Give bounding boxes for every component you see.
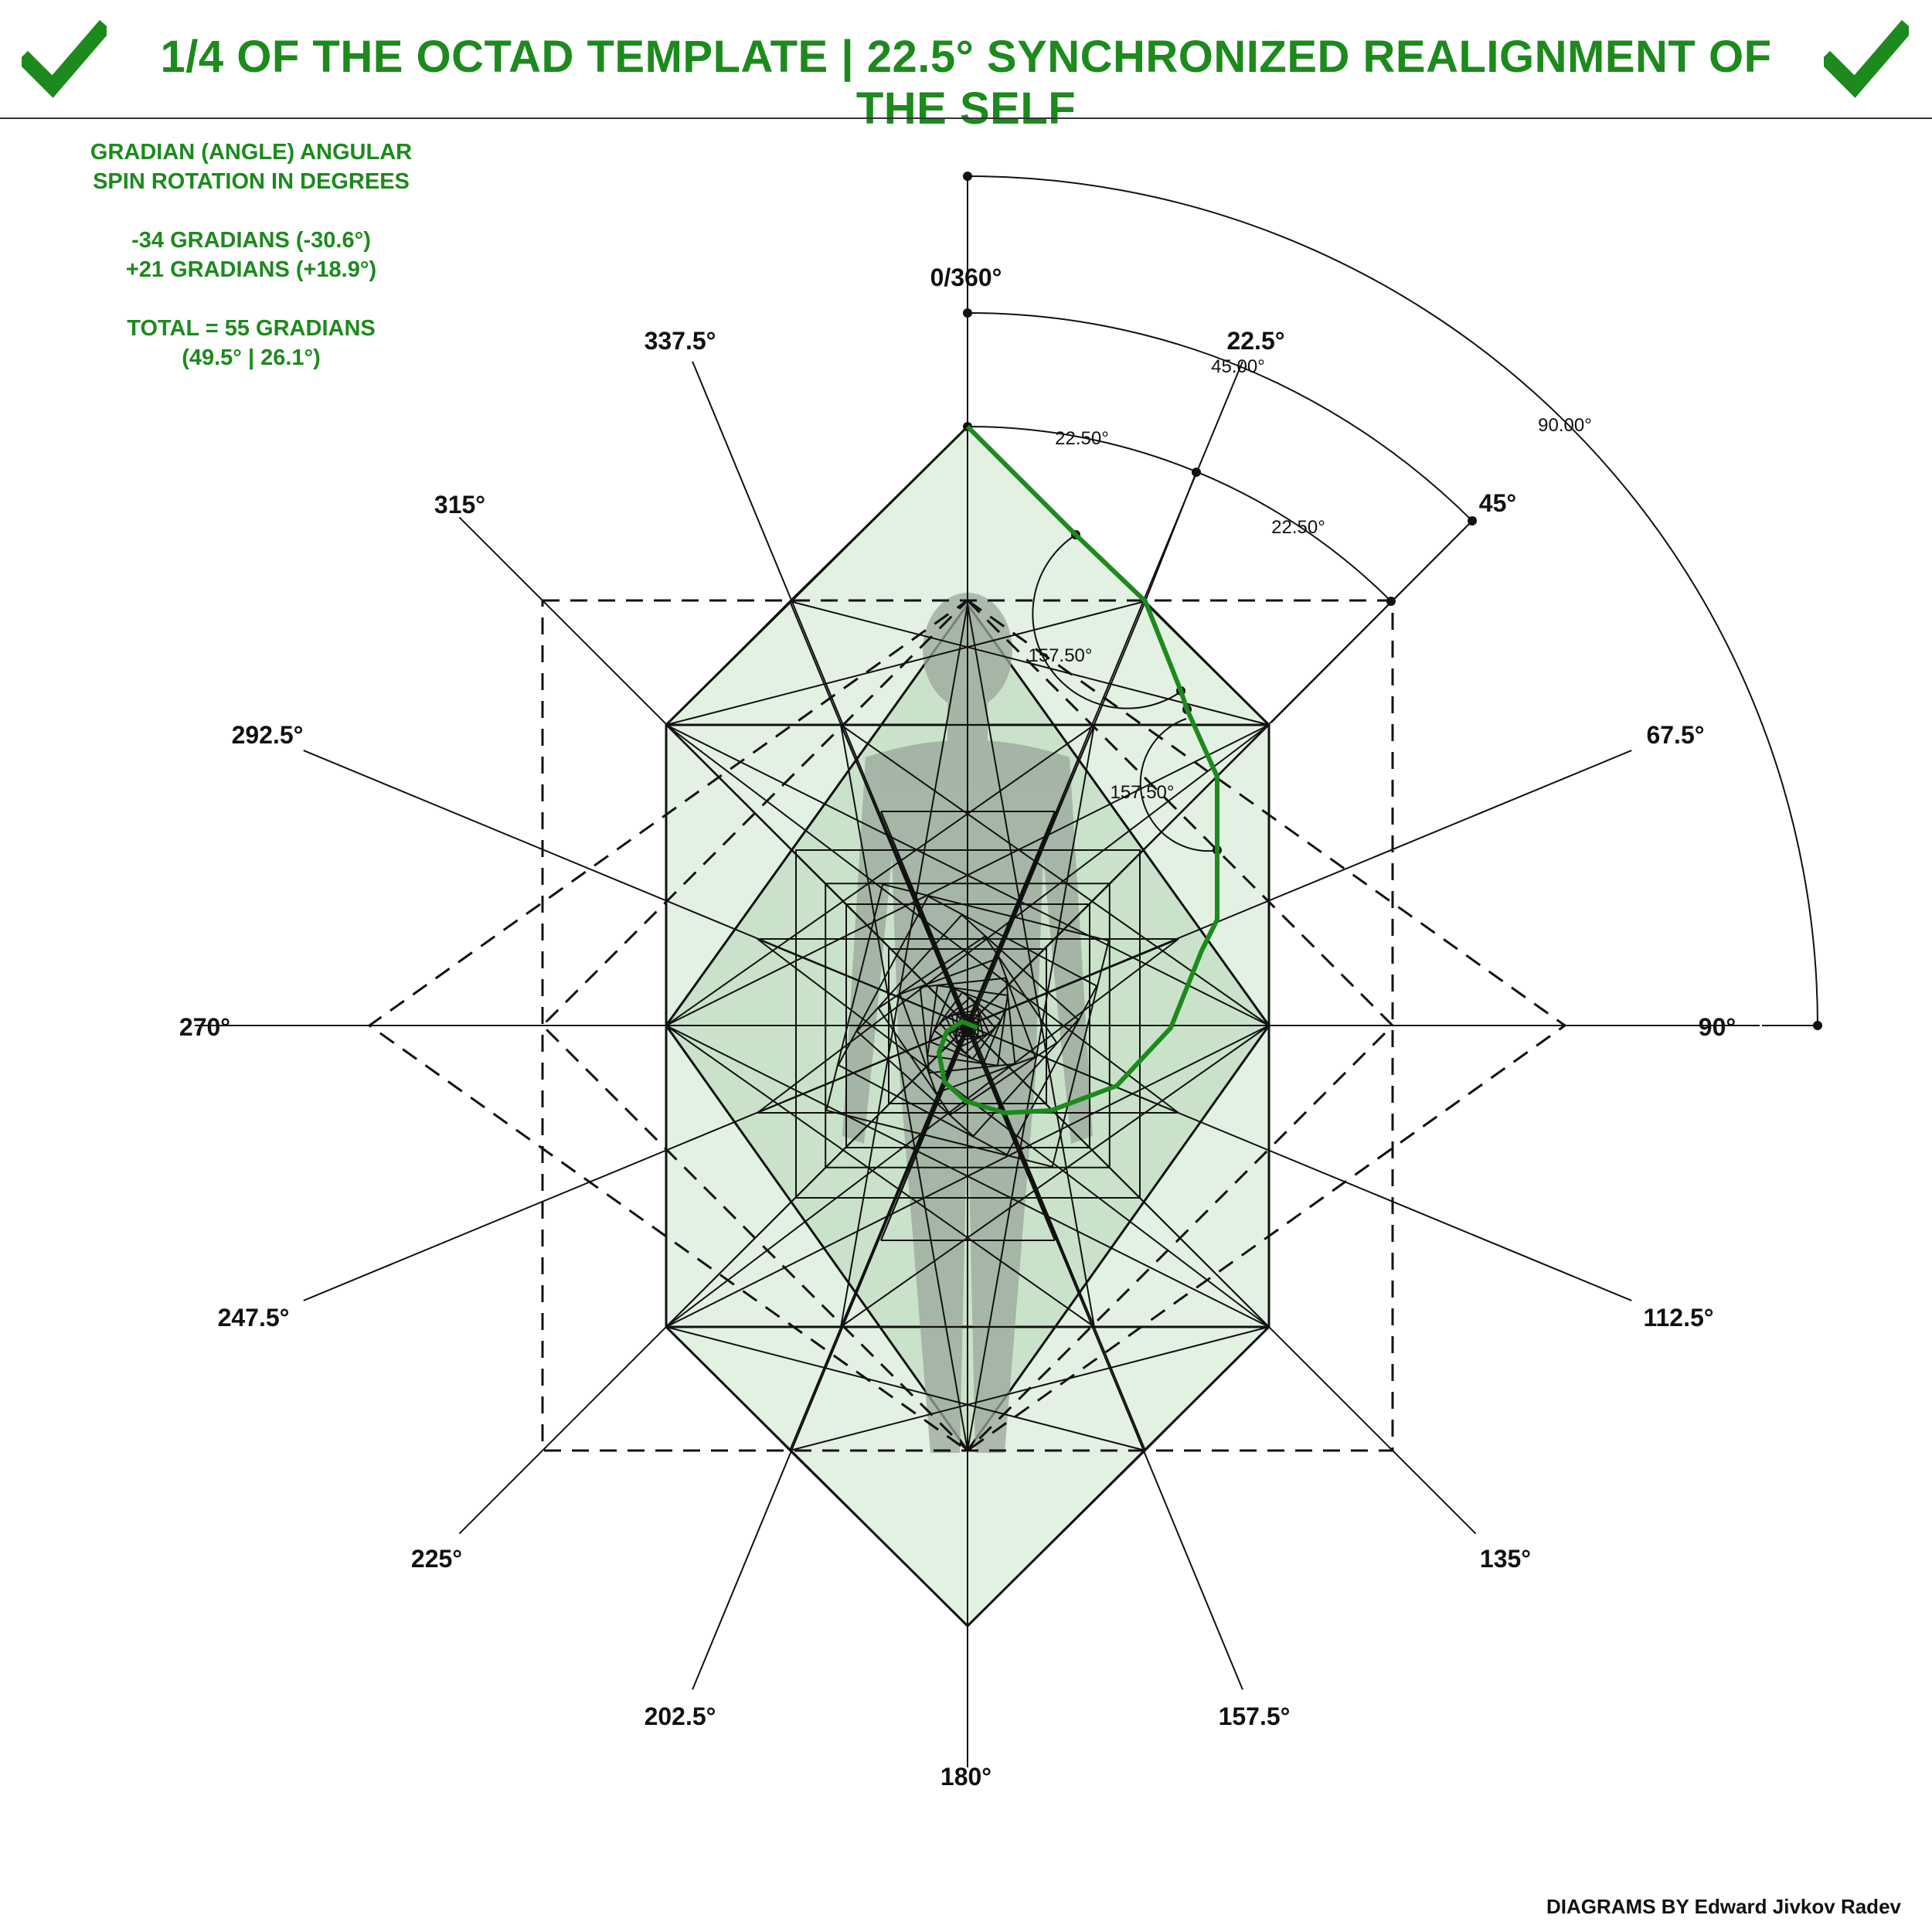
lattice-line	[967, 724, 1095, 1451]
check-icon	[1824, 19, 1909, 98]
label-157-5: 157.5°	[1219, 1702, 1291, 1730]
vortex-square	[855, 913, 1080, 1138]
vortex-square	[899, 957, 1036, 1094]
lattice-line	[1145, 1326, 1270, 1451]
info-line: TOTAL = 55 GRADIANS	[127, 316, 376, 341]
vortex-square	[938, 996, 997, 1055]
lattice-line	[840, 724, 968, 1451]
label-202-5: 202.5°	[645, 1702, 716, 1730]
lattice-line	[880, 811, 1146, 1451]
label-270: 270°	[179, 1013, 230, 1041]
label-135: 135°	[1480, 1545, 1531, 1573]
arc-label-22-5: 22.50°	[1055, 428, 1109, 449]
vortex-square	[944, 1002, 991, 1049]
label-180: 180°	[940, 1763, 992, 1791]
info-line: +21 GRADIANS (+18.9°)	[125, 257, 377, 282]
label-22-5: 22.5°	[1226, 327, 1284, 355]
info-line: (49.5° | 26.1°)	[182, 345, 321, 370]
angle-label-157-5: 157.50°	[1110, 782, 1174, 803]
arc-label-90: 90.00°	[1538, 415, 1592, 436]
vortex-square	[927, 985, 1009, 1066]
arc-label-22-5: 22.50°	[1271, 517, 1325, 538]
lattice-line	[789, 811, 1056, 1451]
lattice-line	[789, 1450, 968, 1627]
lattice-line	[665, 600, 1146, 726]
direction-labels: 0/360° 22.5° 45° 67.5° 90° 112.5° 135° 1…	[179, 264, 1736, 1791]
page-title: 1/4 OF THE OCTAD TEMPLATE | 22.5° SYNCHR…	[160, 32, 1772, 134]
lattice-line	[665, 1326, 791, 1451]
measurement-arcs	[967, 175, 1818, 1026]
header-divider	[0, 117, 1932, 119]
lattice-line	[789, 600, 1270, 726]
lattice-line	[665, 600, 791, 726]
label-315: 315°	[434, 491, 485, 519]
lattice-line	[665, 1025, 1095, 1328]
label-225: 225°	[411, 1545, 462, 1573]
lattice-line	[665, 724, 1095, 1026]
angle-label-157-5: 157.50°	[1028, 645, 1092, 666]
check-icon	[22, 19, 107, 98]
label-90: 90°	[1699, 1013, 1736, 1041]
lattice-line	[789, 1326, 1270, 1451]
measure-labels: 90.00° 45.00° 22.50° 22.50° 157.50° 157.…	[1028, 356, 1591, 803]
vortex-square	[825, 883, 1111, 1168]
lattice-line	[665, 1326, 1146, 1451]
label-337-5: 337.5°	[645, 327, 716, 355]
label-112-5: 112.5°	[1643, 1304, 1713, 1332]
label-45: 45°	[1479, 489, 1516, 517]
lattice-line	[840, 1025, 1270, 1328]
golden-spiral	[936, 424, 1219, 1116]
label-292-5: 292.5°	[232, 721, 304, 749]
lattice-line	[789, 600, 1056, 1241]
vortex-square	[837, 895, 1098, 1156]
vortex-square	[919, 977, 1016, 1074]
lattice-line	[880, 600, 1146, 1241]
label-247-5: 247.5°	[218, 1304, 290, 1332]
lattice-line	[1145, 600, 1270, 726]
lattice-line	[665, 1025, 1270, 1328]
lattice-line	[840, 724, 1270, 1026]
vortex-square	[877, 935, 1058, 1116]
gradian-info-block: GRADIAN (ANGLE) ANGULAR SPIN ROTATION IN…	[54, 138, 448, 372]
vortex-square	[928, 986, 1007, 1065]
arc-label-45: 45.00°	[1211, 356, 1265, 377]
vortex-square	[933, 991, 1002, 1060]
info-line: SPIN ROTATION IN DEGREES	[93, 169, 410, 194]
header: 1/4 OF THE OCTAD TEMPLATE | 22.5° SYNCHR…	[0, 0, 1932, 134]
radial-line	[692, 361, 968, 1026]
label-0: 0/360°	[930, 264, 1002, 291]
credit-line: DIAGRAMS BY Edward Jivkov Radev	[1546, 1895, 1901, 1918]
info-line: -34 GRADIANS (-30.6°)	[131, 228, 371, 253]
lattice-line	[789, 426, 968, 602]
vortex-square	[951, 1009, 985, 1043]
label-67-5: 67.5°	[1646, 721, 1704, 749]
lattice-line	[967, 1450, 1146, 1627]
info-line: GRADIAN (ANGLE) ANGULAR	[90, 140, 413, 165]
